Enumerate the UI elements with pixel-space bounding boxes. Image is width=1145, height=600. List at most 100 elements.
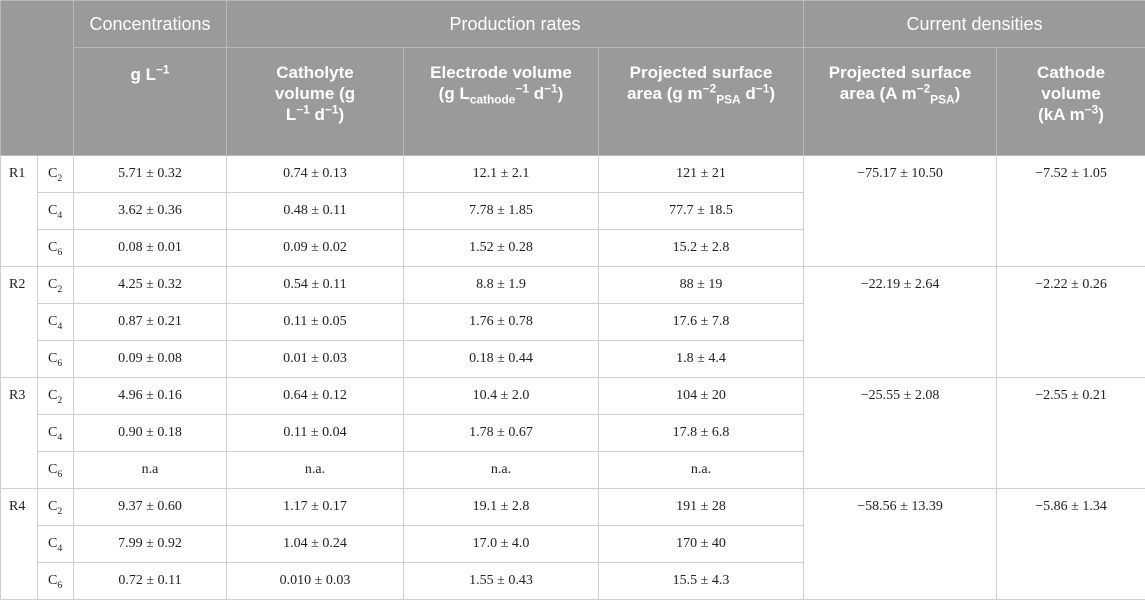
table-row: R3 C2 4.96 ± 0.16 0.64 ± 0.12 10.4 ± 2.0…: [1, 378, 1145, 415]
concentration-cell: 7.99 ± 0.92: [74, 526, 227, 563]
header-production-rates: Production rates: [227, 1, 804, 48]
catholyte-cell: n.a.: [227, 452, 404, 489]
concentration-cell: 5.71 ± 0.32: [74, 156, 227, 193]
cd-cathode-cell: −7.52 ± 1.05: [997, 156, 1145, 267]
table-row: R2 C2 4.25 ± 0.32 0.54 ± 0.11 8.8 ± 1.9 …: [1, 267, 1145, 304]
psa-cell: 77.7 ± 18.5: [599, 193, 804, 230]
species-label: C2: [38, 378, 74, 415]
psa-cell: 15.5 ± 4.3: [599, 563, 804, 600]
concentration-cell: 3.62 ± 0.36: [74, 193, 227, 230]
catholyte-cell: 0.74 ± 0.13: [227, 156, 404, 193]
header-concentrations: Concentrations: [74, 1, 227, 48]
species-subscript: 6: [57, 247, 62, 258]
concentration-cell: 4.25 ± 0.32: [74, 267, 227, 304]
concentration-cell: 0.72 ± 0.11: [74, 563, 227, 600]
psa-cell: 191 ± 28: [599, 489, 804, 526]
species-label: C6: [38, 452, 74, 489]
species-subscript: 2: [57, 506, 62, 517]
concentration-cell: n.a: [74, 452, 227, 489]
species-subscript: 2: [57, 173, 62, 184]
catholyte-cell: 0.48 ± 0.11: [227, 193, 404, 230]
species-subscript: 4: [57, 432, 62, 443]
catholyte-cell: 1.04 ± 0.24: [227, 526, 404, 563]
cd-psa-cell: −58.56 ± 13.39: [804, 489, 997, 600]
reactor-label: R1: [1, 156, 38, 267]
species-label: C4: [38, 193, 74, 230]
concentration-cell: 4.96 ± 0.16: [74, 378, 227, 415]
species-subscript: 2: [57, 284, 62, 295]
electrode-cell: n.a.: [404, 452, 599, 489]
cd-psa-cell: −75.17 ± 10.50: [804, 156, 997, 267]
concentration-cell: 9.37 ± 0.60: [74, 489, 227, 526]
cd-psa-cell: −22.19 ± 2.64: [804, 267, 997, 378]
species-label: C2: [38, 156, 74, 193]
catholyte-cell: 0.11 ± 0.04: [227, 415, 404, 452]
cd-psa-cell: −25.55 ± 2.08: [804, 378, 997, 489]
species-subscript: 4: [57, 321, 62, 332]
electrode-cell: 0.18 ± 0.44: [404, 341, 599, 378]
concentration-cell: 0.08 ± 0.01: [74, 230, 227, 267]
species-label: C6: [38, 341, 74, 378]
species-subscript: 4: [57, 543, 62, 554]
electrode-cell: 10.4 ± 2.0: [404, 378, 599, 415]
reactor-label: R3: [1, 378, 38, 489]
table-row: R1 C2 5.71 ± 0.32 0.74 ± 0.13 12.1 ± 2.1…: [1, 156, 1145, 193]
concentration-cell: 0.09 ± 0.08: [74, 341, 227, 378]
electrode-cell: 1.52 ± 0.28: [404, 230, 599, 267]
catholyte-cell: 0.54 ± 0.11: [227, 267, 404, 304]
psa-cell: 121 ± 21: [599, 156, 804, 193]
header-blank: [1, 1, 74, 156]
cd-cathode-cell: −2.55 ± 0.21: [997, 378, 1145, 489]
catholyte-cell: 0.11 ± 0.05: [227, 304, 404, 341]
cd-cathode-cell: −5.86 ± 1.34: [997, 489, 1145, 600]
catholyte-cell: 1.17 ± 0.17: [227, 489, 404, 526]
electrode-cell: 17.0 ± 4.0: [404, 526, 599, 563]
electrode-cell: 8.8 ± 1.9: [404, 267, 599, 304]
catholyte-cell: 0.64 ± 0.12: [227, 378, 404, 415]
reactor-label: R2: [1, 267, 38, 378]
table-body: R1 C2 5.71 ± 0.32 0.74 ± 0.13 12.1 ± 2.1…: [1, 156, 1145, 600]
species-subscript: 6: [57, 358, 62, 369]
psa-cell: 15.2 ± 2.8: [599, 230, 804, 267]
concentration-cell: 0.90 ± 0.18: [74, 415, 227, 452]
species-label: C2: [38, 489, 74, 526]
species-subscript: 4: [57, 210, 62, 221]
psa-cell: n.a.: [599, 452, 804, 489]
psa-cell: 1.8 ± 4.4: [599, 341, 804, 378]
species-subscript: 2: [57, 395, 62, 406]
reactor-label: R4: [1, 489, 38, 600]
header-conc-unit: g L−1: [74, 48, 227, 156]
psa-cell: 104 ± 20: [599, 378, 804, 415]
catholyte-cell: 0.010 ± 0.03: [227, 563, 404, 600]
table-header: Concentrations Production rates Current …: [1, 1, 1145, 156]
species-label: C4: [38, 304, 74, 341]
species-label: C6: [38, 563, 74, 600]
electrode-cell: 1.76 ± 0.78: [404, 304, 599, 341]
species-label: C4: [38, 526, 74, 563]
species-subscript: 6: [57, 469, 62, 480]
species-label: C4: [38, 415, 74, 452]
electrode-cell: 7.78 ± 1.85: [404, 193, 599, 230]
cd-cathode-cell: −2.22 ± 0.26: [997, 267, 1145, 378]
catholyte-cell: 0.01 ± 0.03: [227, 341, 404, 378]
electrode-cell: 1.55 ± 0.43: [404, 563, 599, 600]
header-current-densities: Current densities: [804, 1, 1145, 48]
species-subscript: 6: [57, 580, 62, 591]
psa-cell: 88 ± 19: [599, 267, 804, 304]
electrode-cell: 19.1 ± 2.8: [404, 489, 599, 526]
concentration-cell: 0.87 ± 0.21: [74, 304, 227, 341]
psa-cell: 17.6 ± 7.8: [599, 304, 804, 341]
header-electrode-volume: Electrode volume(g Lcathode−1 d−1): [404, 48, 599, 156]
catholyte-cell: 0.09 ± 0.02: [227, 230, 404, 267]
table-row: R4 C2 9.37 ± 0.60 1.17 ± 0.17 19.1 ± 2.8…: [1, 489, 1145, 526]
species-label: C6: [38, 230, 74, 267]
electrode-cell: 1.78 ± 0.67: [404, 415, 599, 452]
electrode-cell: 12.1 ± 2.1: [404, 156, 599, 193]
psa-cell: 170 ± 40: [599, 526, 804, 563]
psa-cell: 17.8 ± 6.8: [599, 415, 804, 452]
